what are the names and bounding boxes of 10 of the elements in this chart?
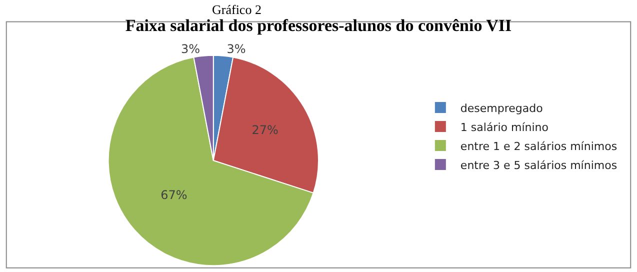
data-label: 3%: [180, 42, 200, 56]
legend-label: 1 salário mínino: [460, 120, 549, 134]
chart-title: Faixa salarial dos professores-alunos do convênio VII: [125, 16, 512, 35]
legend-label: entre 3 e 5 salários mínimos: [460, 158, 618, 172]
text: Gráfico 2: [212, 2, 262, 17]
legend-label: desempregado: [460, 102, 544, 115]
data-label: 27%: [252, 122, 278, 137]
data-label: 67%: [160, 188, 188, 202]
legend-label: entre 1 e 2 salários mínimos: [460, 140, 618, 153]
data-label: 3%: [226, 42, 246, 56]
